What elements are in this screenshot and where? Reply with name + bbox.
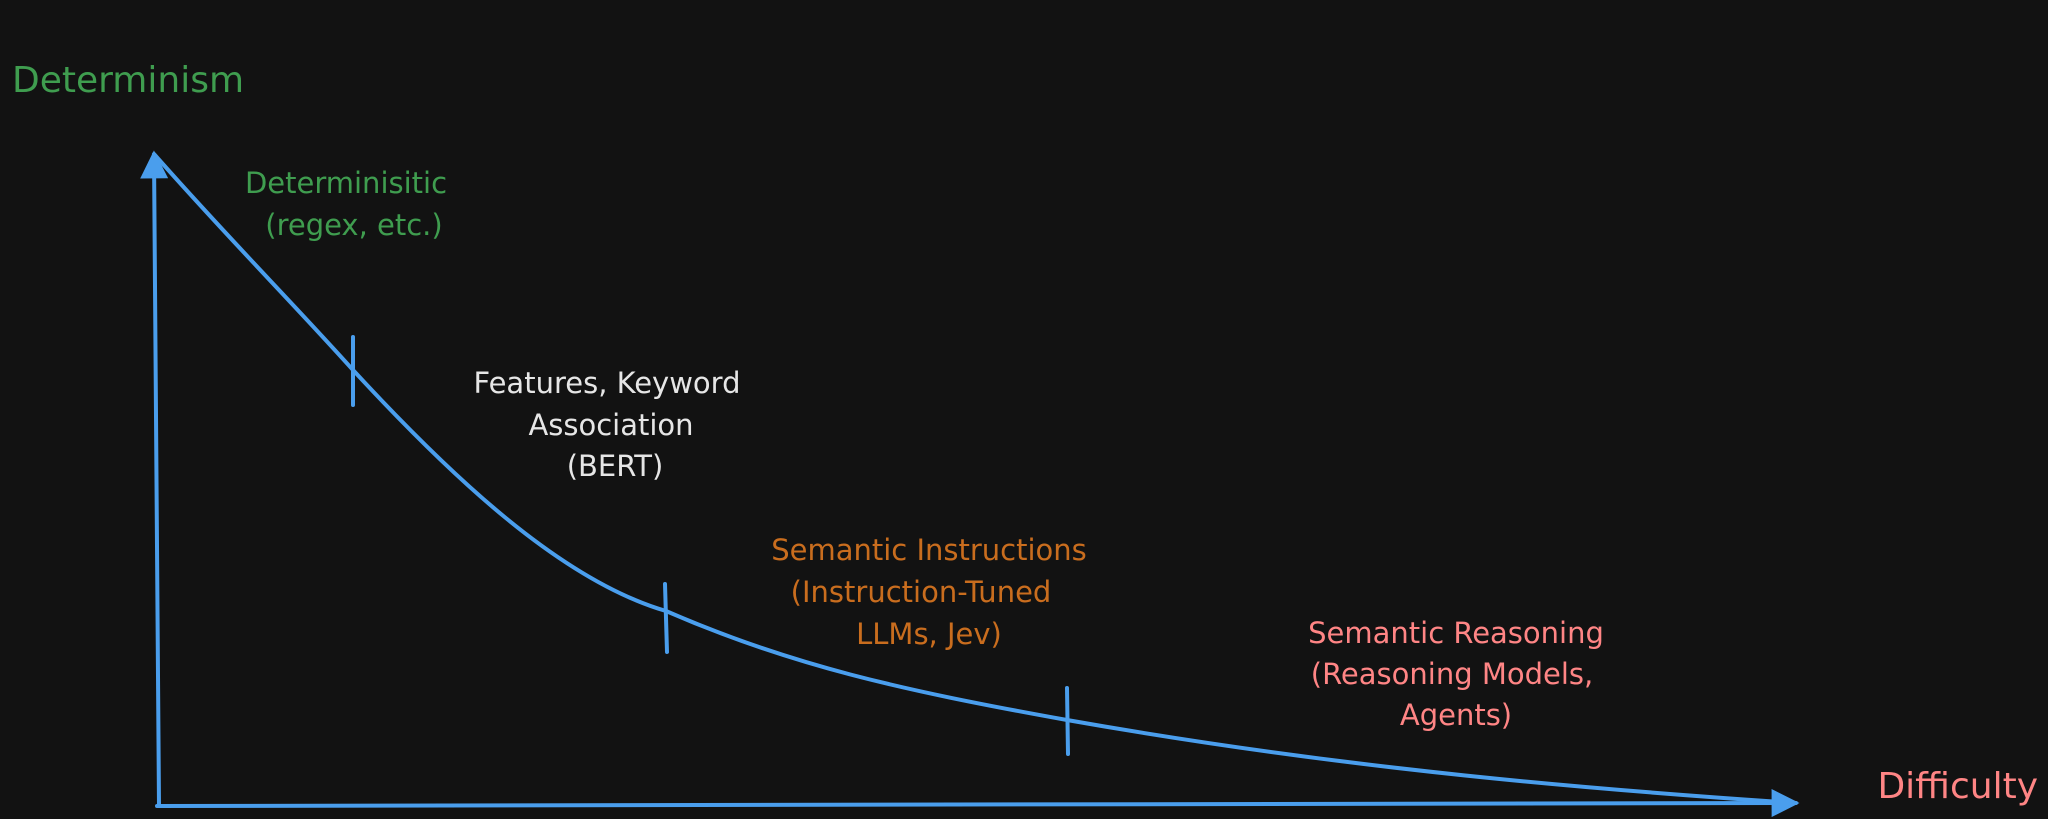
region-label: Association xyxy=(528,408,693,442)
region-label: Features, Keyword xyxy=(474,366,741,400)
region-label: (regex, etc.) xyxy=(265,208,442,242)
region-label: (Instruction-Tuned xyxy=(791,575,1052,609)
curve xyxy=(152,152,1798,805)
region-label: Agents) xyxy=(1400,698,1512,732)
region-label: Determinisitic xyxy=(245,166,447,200)
region-label: Semantic Reasoning xyxy=(1308,616,1604,650)
region-label: (BERT) xyxy=(567,449,664,483)
region-label: LLMs, Jev) xyxy=(856,617,1002,651)
region-label: (Reasoning Models, xyxy=(1311,657,1593,691)
region-label: Semantic Instructions xyxy=(771,533,1087,567)
separator xyxy=(1065,686,1070,756)
separator xyxy=(663,582,669,654)
y-axis-title: Determinism xyxy=(12,60,244,101)
x-axis xyxy=(155,789,1800,818)
x-axis-title: Difficulty xyxy=(1877,766,2038,807)
y-axis xyxy=(140,150,169,808)
